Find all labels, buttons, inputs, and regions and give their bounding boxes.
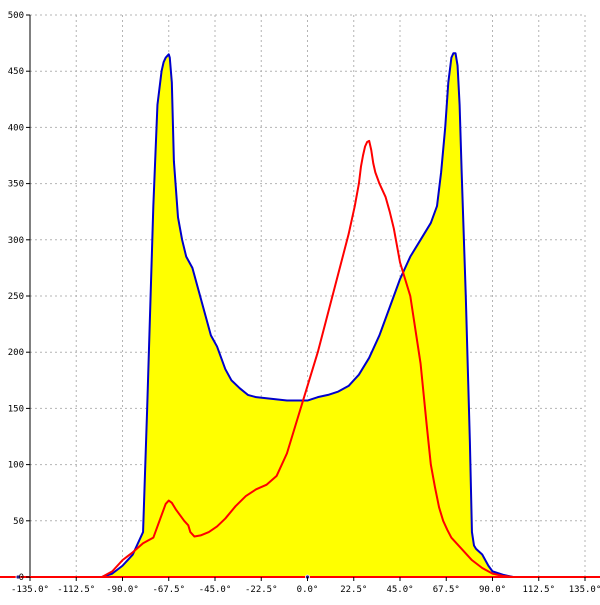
y-tick-label: 150	[8, 404, 24, 414]
y-tick-label: 500	[8, 11, 24, 21]
y-tick-label: 300	[8, 236, 24, 246]
x-tick-label: -135.0°	[11, 585, 49, 595]
line-layer	[100, 52, 515, 578]
series-blue-area	[101, 53, 514, 578]
y-tick-label: 350	[8, 180, 24, 190]
tick-labels: -135.0° -112.5° -90.0° -67.5° -45.0° -22.5° 0.…	[8, 11, 600, 595]
series-red-line	[100, 139, 515, 578]
y-tick-label: 100	[8, 461, 24, 471]
x-tick-label: -45.0°	[199, 585, 232, 595]
y-tick-label: 450	[8, 67, 24, 77]
y-tick-label: 50	[13, 517, 24, 527]
area-layer	[101, 53, 514, 578]
x-tick-label: -112.5°	[57, 585, 95, 595]
x-tick-label: -90.0°	[106, 585, 139, 595]
y-tick-label: 200	[8, 348, 24, 358]
x-tick-label: 90.0°	[479, 585, 506, 595]
y-tick-label: 0	[19, 573, 24, 583]
x-tick-label: 22.5°	[340, 585, 367, 595]
x-tick-label: 135.0°	[569, 585, 600, 595]
y-tick-label: 250	[8, 292, 24, 302]
baseline-start-marker	[15, 574, 21, 580]
x-tick-label: 0.0°	[297, 585, 319, 595]
axes	[0, 14, 600, 581]
x-tick-label: -67.5°	[152, 585, 185, 595]
x-tick-label: 45.0°	[386, 585, 413, 595]
x-tick-label: -22.5°	[245, 585, 278, 595]
y-tick-label: 400	[8, 123, 24, 133]
x-tick-label: 67.5°	[433, 585, 460, 595]
x-tick-label: 112.5°	[522, 585, 555, 595]
